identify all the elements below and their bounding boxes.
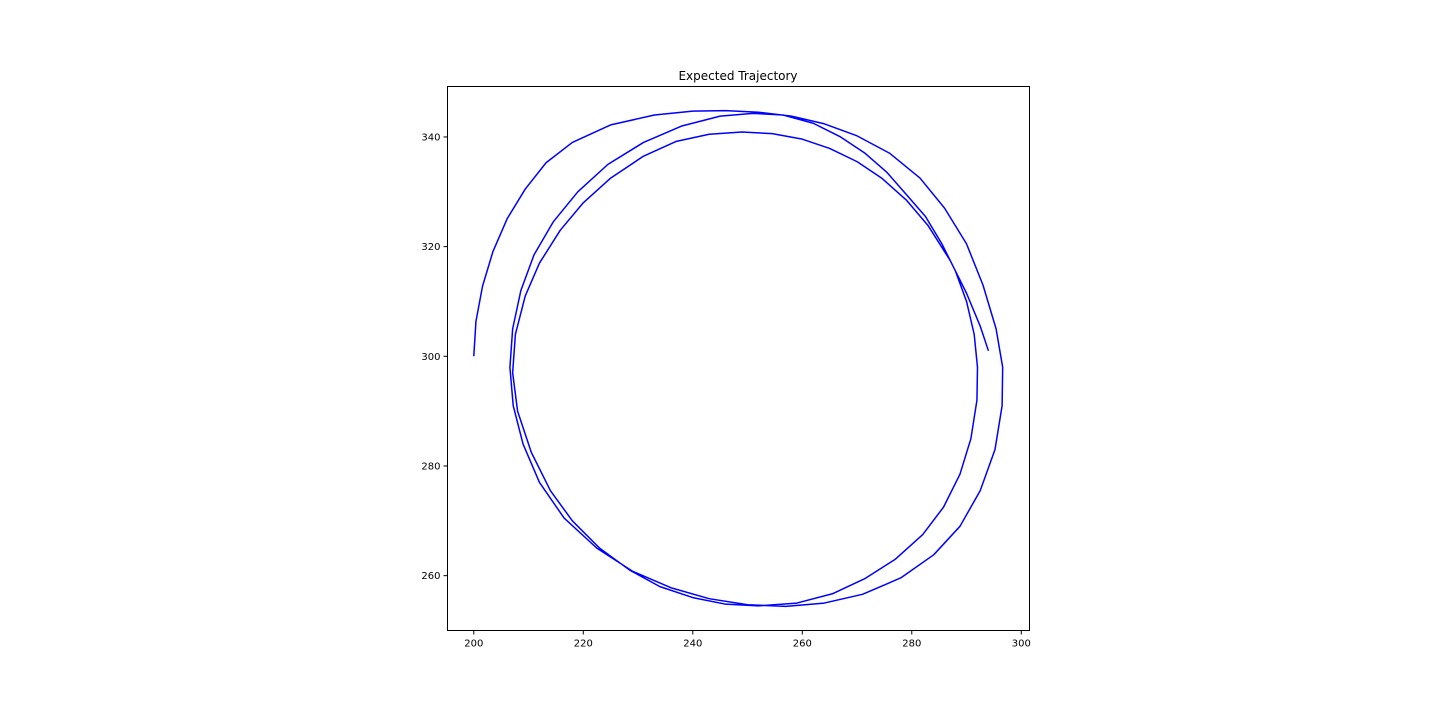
x-tick-label: 200: [464, 639, 483, 650]
x-tick-label: 300: [1012, 639, 1031, 650]
y-tick-label: 340: [421, 132, 440, 143]
chart-title: Expected Trajectory: [678, 69, 797, 83]
y-tick-label: 260: [421, 571, 440, 582]
y-tick-label: 320: [421, 242, 440, 253]
x-tick-label: 260: [793, 639, 812, 650]
x-tick-label: 220: [574, 639, 593, 650]
x-axis: 200 220 240 260 280 300: [464, 630, 1031, 650]
y-tick-label: 280: [421, 461, 440, 472]
trajectory-line-0: [473, 109, 1004, 608]
y-axis: 260 280 300 320 340: [421, 132, 448, 582]
x-tick-label: 240: [683, 639, 702, 650]
axes-frame: [447, 86, 1030, 631]
plot-area: [473, 109, 1004, 608]
x-tick-label: 280: [902, 639, 921, 650]
y-tick-label: 300: [421, 352, 440, 363]
